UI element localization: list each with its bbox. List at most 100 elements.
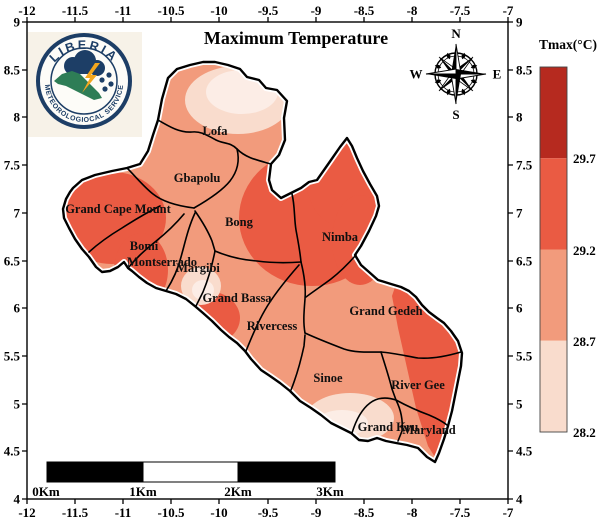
y-tick-label: 6 — [516, 301, 523, 316]
scale-segment-2-3 — [237, 461, 336, 483]
x-tick-label: -11.5 — [62, 505, 89, 520]
legend-segment-29.7-plus — [540, 67, 567, 159]
x-tick-label: -11 — [115, 3, 132, 18]
compass-spurs — [434, 52, 478, 96]
y-tick-label: 5 — [14, 397, 21, 412]
y-tick-label: 5.5 — [516, 349, 533, 364]
county-label-river-gee: River Gee — [391, 378, 445, 392]
county-label-gbapolu: Gbapolu — [174, 171, 221, 185]
county-label-sinoe: Sinoe — [313, 371, 343, 385]
county-label-bong: Bong — [225, 215, 254, 229]
x-tick-label: -7 — [503, 505, 514, 520]
county-label-lofa: Lofa — [203, 124, 229, 138]
liberia-green-map-icon — [54, 71, 102, 100]
legend-tick-28.7: 28.7 — [573, 334, 596, 349]
county-label-grand-kru: Grand Kru — [358, 420, 419, 434]
coolest-zone-lofa — [206, 70, 278, 114]
county-label-margibi: Margibi — [176, 261, 220, 275]
y-tick-label: 4.5 — [516, 444, 533, 459]
legend-tick-29.2: 29.2 — [573, 243, 596, 258]
scale-label-2km: 2Km — [224, 484, 252, 499]
x-tick-label: -10.5 — [157, 505, 185, 520]
x-tick-label: -10.5 — [157, 3, 185, 18]
x-tick-label: -8 — [407, 3, 418, 18]
y-tick-label: 4 — [14, 492, 21, 507]
x-tick-label: -12 — [18, 3, 35, 18]
x-axis-top-ticks — [26, 17, 509, 22]
scale-label-0km: 0Km — [32, 484, 60, 499]
x-tick-label: -7.5 — [450, 3, 471, 18]
y-tick-label: 7.5 — [516, 158, 533, 173]
liberia-met-service-logo: LIBERIA METEOROLOGIOCAL SERVICE — [28, 32, 142, 137]
county-label-rivercess: Rivercess — [247, 319, 298, 333]
y-axis-right-ticks — [508, 21, 513, 500]
x-tick-label: -9.5 — [258, 505, 279, 520]
legend-colorbar: Tmax(°C) 29.7 29.2 28.7 28.2 — [539, 37, 597, 440]
legend-border — [539, 66, 568, 433]
y-tick-label: 9 — [14, 15, 21, 30]
y-tick-label: 5.5 — [4, 349, 21, 364]
y-tick-label: 7 — [14, 206, 21, 221]
county-labels: Lofa Gbapolu Grand Cape Mount Bong Nimba… — [65, 124, 456, 437]
compass-rose: N S W E — [410, 26, 502, 122]
scale-segment-1-2 — [142, 461, 239, 483]
county-label-grand-gedeh: Grand Gedeh — [349, 304, 422, 318]
x-tick-label: -9 — [311, 3, 322, 18]
y-axis-right-labels: 9 8.5 8 7.5 7 6.5 6 5.5 5 4.5 4 — [516, 15, 533, 507]
y-tick-label: 5 — [516, 397, 523, 412]
y-tick-label: 8 — [516, 110, 523, 125]
y-tick-label: 7.5 — [4, 158, 21, 173]
x-tick-label: -10 — [210, 3, 227, 18]
compass-north-label: N — [451, 26, 461, 41]
scale-segment-0-1 — [46, 461, 144, 483]
y-tick-label: 6 — [14, 301, 21, 316]
county-label-montserrado: Montserrado — [127, 255, 197, 269]
x-tick-label: -8 — [407, 505, 418, 520]
y-tick-label: 4 — [516, 492, 523, 507]
compass-south-label: S — [452, 107, 459, 122]
county-label-grand-cape-mount: Grand Cape Mount — [65, 202, 171, 216]
y-tick-label: 4.5 — [4, 444, 21, 459]
x-tick-label: -11.5 — [62, 3, 89, 18]
x-tick-label: -8.5 — [354, 3, 375, 18]
scale-label-3km: 3Km — [316, 484, 344, 499]
x-tick-label: -7.5 — [450, 505, 471, 520]
lightning-bolt-icon — [82, 63, 100, 93]
y-tick-label: 8.5 — [4, 63, 21, 78]
y-tick-label: 9 — [516, 15, 523, 30]
legend-segment-28.7-29.2 — [540, 249, 567, 341]
x-tick-label: -7 — [503, 3, 514, 18]
x-tick-label: -8.5 — [354, 505, 375, 520]
legend-tick-29.7: 29.7 — [573, 151, 596, 166]
y-tick-label: 6.5 — [516, 254, 533, 269]
legend-title: Tmax(°C) — [539, 37, 597, 52]
compass-east-label: E — [493, 67, 502, 82]
x-axis-top-labels: -12 -11.5 -11 -10.5 -10 -9.5 -9 -8.5 -8 … — [18, 3, 514, 18]
scale-bar: 0Km 1Km 2Km 3Km — [32, 461, 344, 499]
x-tick-label: -12 — [18, 505, 35, 520]
county-label-bomi: Bomi — [130, 239, 159, 253]
county-boundaries — [88, 119, 462, 442]
legend-segment-28.2-28.7 — [540, 340, 567, 432]
county-label-maryland: Maryland — [402, 423, 456, 437]
county-label-nimba: Nimba — [322, 230, 359, 244]
legend-segment-29.2-29.7 — [540, 158, 567, 250]
y-tick-label: 6.5 — [4, 254, 21, 269]
x-tick-label: -11 — [115, 505, 132, 520]
legend-tick-28.2: 28.2 — [573, 425, 596, 440]
y-tick-label: 8.5 — [516, 63, 533, 78]
y-tick-label: 8 — [14, 110, 21, 125]
x-axis-bottom-labels: -12 -11.5 -11 -10.5 -10 -9.5 -9 -8.5 -8 … — [18, 505, 514, 520]
y-axis-left-ticks — [22, 21, 27, 500]
scale-label-1km: 1Km — [129, 484, 157, 499]
y-tick-label: 7 — [516, 206, 523, 221]
compass-cardinal-points — [425, 43, 487, 105]
x-tick-label: -10 — [210, 505, 227, 520]
x-axis-bottom-ticks — [26, 499, 509, 504]
page-title: Maximum Temperature — [204, 28, 388, 48]
county-label-grand-bassa: Grand Bassa — [202, 291, 272, 305]
raindrops-icon — [99, 72, 114, 92]
x-tick-label: -9.5 — [258, 3, 279, 18]
